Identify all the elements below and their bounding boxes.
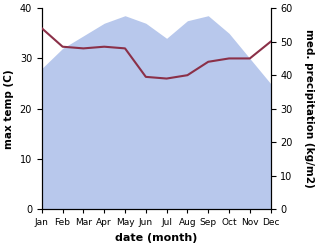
Y-axis label: med. precipitation (kg/m2): med. precipitation (kg/m2) bbox=[304, 29, 314, 188]
X-axis label: date (month): date (month) bbox=[115, 233, 197, 243]
Y-axis label: max temp (C): max temp (C) bbox=[4, 69, 14, 148]
